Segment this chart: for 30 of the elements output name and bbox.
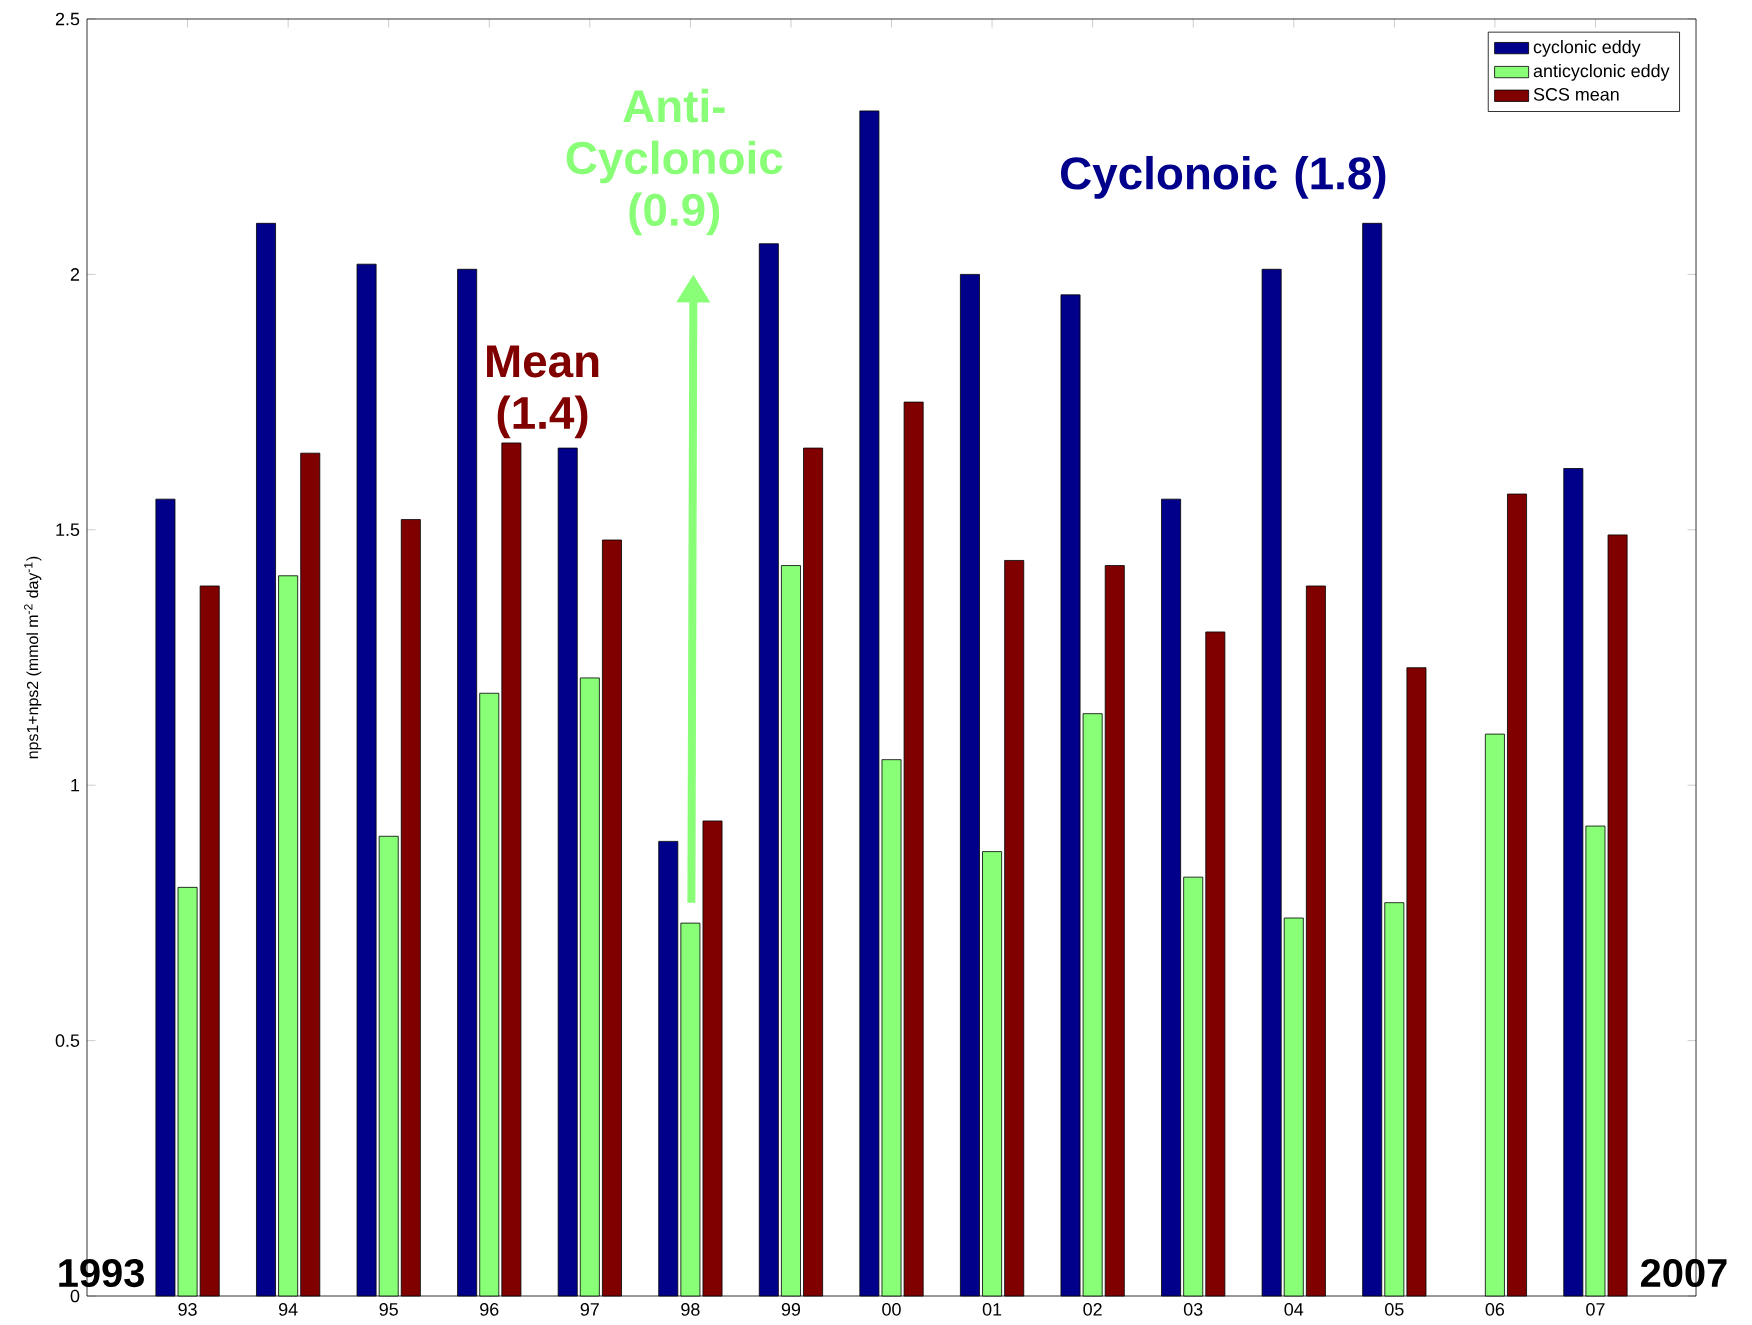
y-tick-label: 0	[70, 1289, 80, 1303]
x-tick-label: 98	[681, 1303, 700, 1316]
annotation: Cyclonoic (1.8)	[1060, 155, 1386, 199]
y-tick-label: 0.5	[55, 1034, 80, 1047]
legend-label: SCS mean	[1533, 88, 1619, 101]
y-tick-label: 1.5	[56, 523, 80, 537]
annotation: 1993	[59, 1258, 144, 1288]
x-tick-label: 06	[1485, 1303, 1505, 1316]
annotation: Anti-Cyclonoic (0.9)	[566, 88, 783, 236]
x-tick-label: 99	[781, 1303, 801, 1316]
legend-label: cyclonic eddy	[1533, 40, 1641, 57]
legend-label: anticyclonic eddy	[1533, 64, 1670, 81]
x-tick-label: 96	[480, 1303, 499, 1316]
x-tick-label: 93	[178, 1303, 197, 1316]
x-tick-label: 02	[1083, 1303, 1102, 1316]
x-tick-label: 04	[1284, 1303, 1304, 1316]
y-axis-title: nps1+nps2 (mmol m$^{-2}$ day$^{-1}$)	[24, 556, 42, 759]
x-tick-label: 00	[882, 1303, 901, 1316]
x-tick-label: 94	[279, 1303, 298, 1316]
annotation: 2007	[1641, 1258, 1727, 1288]
x-tick-label: 95	[379, 1303, 398, 1316]
x-tick-label: 97	[580, 1303, 599, 1316]
x-tick-label: 05	[1385, 1303, 1404, 1316]
y-tick-label: 2.5	[55, 12, 80, 26]
y-tick-label: 2	[70, 268, 80, 281]
x-tick-label: 03	[1183, 1303, 1203, 1316]
x-tick-label: 07	[1586, 1303, 1605, 1316]
y-tick-label: 1	[71, 779, 80, 792]
annotation: Mean (1.4)	[487, 345, 599, 439]
x-tick-label: 01	[982, 1303, 1002, 1316]
